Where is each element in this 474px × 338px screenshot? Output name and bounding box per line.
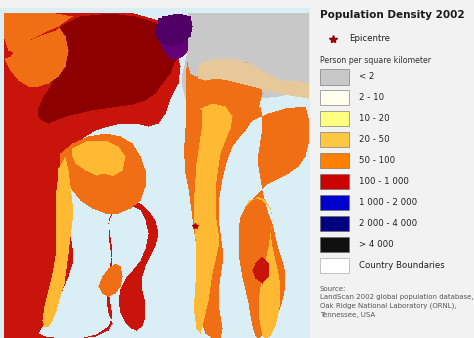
FancyBboxPatch shape <box>320 153 349 168</box>
Text: 20 - 50: 20 - 50 <box>359 135 390 144</box>
FancyBboxPatch shape <box>320 132 349 147</box>
Text: Source:
LandScan 2002 global population database,
Oak Ridge National Laboratory : Source: LandScan 2002 global population … <box>320 286 474 318</box>
Text: Epicentre: Epicentre <box>349 34 391 43</box>
FancyBboxPatch shape <box>320 195 349 210</box>
Text: 1 000 - 2 000: 1 000 - 2 000 <box>359 198 417 207</box>
Text: 100 - 1 000: 100 - 1 000 <box>359 177 409 186</box>
FancyBboxPatch shape <box>320 258 349 273</box>
Text: Population Density 2002: Population Density 2002 <box>320 10 465 20</box>
FancyBboxPatch shape <box>320 69 349 84</box>
Text: < 2: < 2 <box>359 72 374 81</box>
Text: 2 000 - 4 000: 2 000 - 4 000 <box>359 219 417 228</box>
FancyBboxPatch shape <box>320 216 349 231</box>
Text: 10 - 20: 10 - 20 <box>359 114 390 123</box>
Text: > 4 000: > 4 000 <box>359 240 394 249</box>
FancyBboxPatch shape <box>320 90 349 105</box>
Text: Country Boundaries: Country Boundaries <box>359 261 445 270</box>
FancyBboxPatch shape <box>320 237 349 252</box>
FancyBboxPatch shape <box>320 174 349 189</box>
Text: 50 - 100: 50 - 100 <box>359 156 395 165</box>
Text: 2 - 10: 2 - 10 <box>359 93 384 102</box>
Text: Person per square kilometer: Person per square kilometer <box>320 56 431 65</box>
FancyBboxPatch shape <box>320 111 349 126</box>
